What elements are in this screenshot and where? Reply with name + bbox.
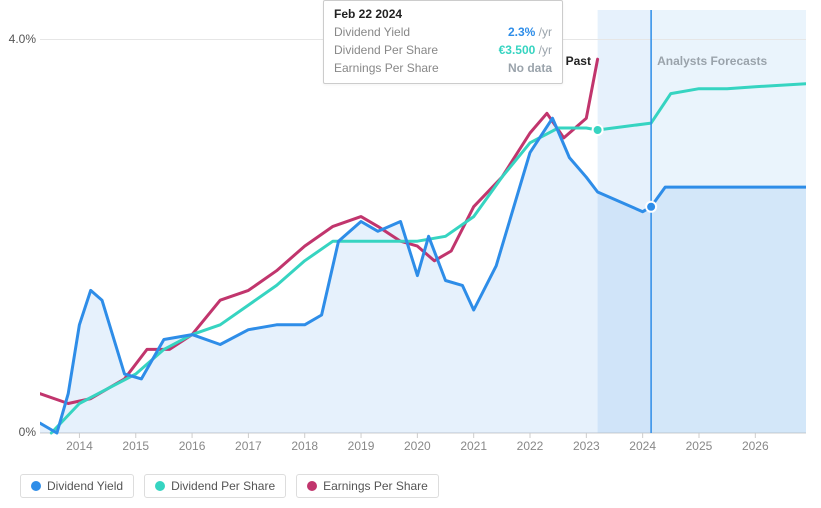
x-tick-label: 2021	[460, 439, 487, 453]
x-tick-label: 2014	[66, 439, 93, 453]
tooltip-row-value: 2.3% /yr	[508, 23, 552, 41]
x-tick-label: 2022	[517, 439, 544, 453]
x-tick-label: 2025	[686, 439, 713, 453]
x-tick-label: 2017	[235, 439, 262, 453]
tooltip-row-label: Dividend Per Share	[334, 41, 438, 59]
legend-swatch	[31, 481, 41, 491]
y-tick-label: 0%	[0, 425, 36, 439]
tooltip-date: Feb 22 2024	[334, 7, 552, 21]
tooltip-row-label: Earnings Per Share	[334, 59, 439, 77]
legend-item-dividend-per-share[interactable]: Dividend Per Share	[144, 474, 286, 498]
legend-item-earnings-per-share[interactable]: Earnings Per Share	[296, 474, 439, 498]
legend-swatch	[155, 481, 165, 491]
legend-label: Dividend Per Share	[171, 479, 275, 493]
x-tick-label: 2018	[291, 439, 318, 453]
x-tick-label: 2023	[573, 439, 600, 453]
tooltip-row-value: €3.500 /yr	[499, 41, 552, 59]
tooltip-row-label: Dividend Yield	[334, 23, 410, 41]
tooltip-row: Earnings Per Share No data	[334, 59, 552, 77]
legend-swatch	[307, 481, 317, 491]
legend-label: Earnings Per Share	[323, 479, 428, 493]
y-tick-label: 4.0%	[0, 32, 36, 46]
x-tick-label: 2020	[404, 439, 431, 453]
chart-tooltip: Feb 22 2024 Dividend Yield2.3% /yrDivide…	[323, 0, 563, 84]
region-label-past: Past	[566, 54, 591, 68]
x-tick-label: 2024	[629, 439, 656, 453]
tooltip-row: Dividend Yield 2.3% /yr	[334, 23, 552, 41]
tooltip-row: Dividend Per Share €3.500 /yr	[334, 41, 552, 59]
legend-item-dividend-yield[interactable]: Dividend Yield	[20, 474, 134, 498]
x-tick-label: 2016	[179, 439, 206, 453]
legend-label: Dividend Yield	[47, 479, 123, 493]
x-tick-label: 2026	[742, 439, 769, 453]
x-tick-label: 2019	[348, 439, 375, 453]
chart-legend: Dividend Yield Dividend Per Share Earnings…	[20, 474, 439, 498]
region-label-forecast: Analysts Forecasts	[657, 54, 767, 68]
x-tick-label: 2015	[122, 439, 149, 453]
tooltip-row-value: No data	[508, 59, 552, 77]
